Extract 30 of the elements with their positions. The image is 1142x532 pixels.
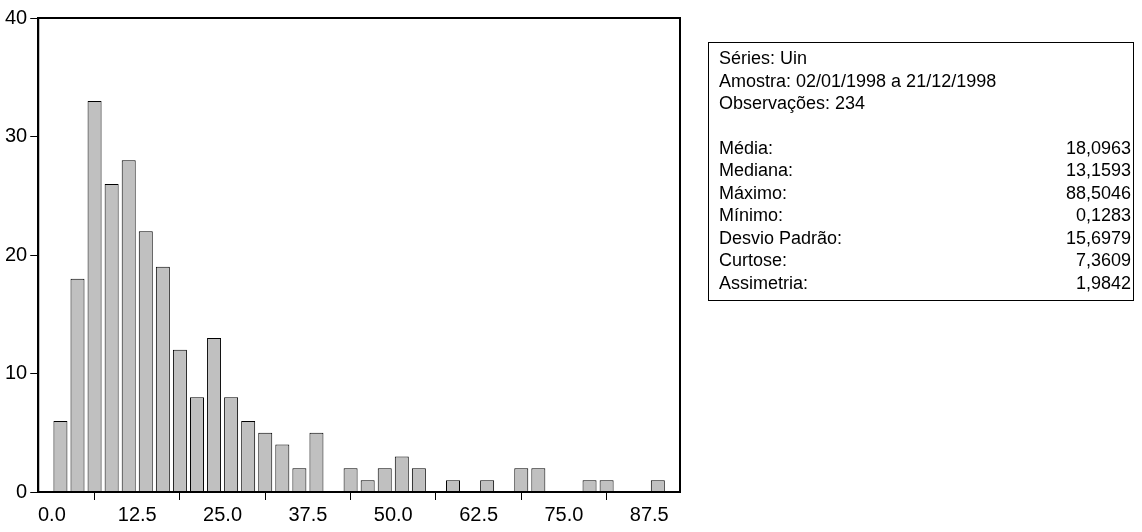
- y-tick-label: 30: [5, 124, 28, 147]
- text: Mínimo:: [719, 204, 784, 227]
- text: 7,3609: [1075, 249, 1131, 272]
- text: Mediana:: [719, 159, 794, 182]
- text: Curtose:: [719, 249, 788, 272]
- x-tick-label: 0.0: [37, 502, 66, 525]
- x-tick-label: 75.0: [544, 502, 584, 525]
- x-tick-label: 25.0: [203, 502, 243, 525]
- y-tick-label: 40: [5, 5, 28, 28]
- text: Amostra: 02/01/1998 a 21/12/1998: [719, 69, 998, 92]
- text: Observações: 234: [719, 92, 867, 115]
- x-tick-label: 12.5: [117, 502, 157, 525]
- text: 88,5046: [1065, 181, 1131, 204]
- text: Desvio Padrão:: [719, 226, 843, 249]
- x-tick-label: 37.5: [288, 502, 328, 525]
- text: Séries: Uin: [719, 47, 809, 70]
- text: Média:: [719, 136, 774, 159]
- x-tick-label: 50.0: [373, 502, 413, 525]
- x-tick-label: 87.5: [629, 502, 669, 525]
- y-tick-label: 10: [5, 361, 28, 384]
- y-tick-label: 0: [16, 479, 28, 502]
- text: 0,1283: [1075, 204, 1131, 227]
- y-tick-label: 20: [5, 242, 28, 265]
- x-tick-label: 62.5: [459, 502, 499, 525]
- text: 18,0963: [1065, 136, 1131, 159]
- text: Assimetria:: [719, 271, 809, 294]
- text: 13,1593: [1065, 159, 1131, 182]
- text: Máximo:: [719, 181, 788, 204]
- text: 15,6979: [1065, 226, 1131, 249]
- text: 1,9842: [1075, 271, 1131, 294]
